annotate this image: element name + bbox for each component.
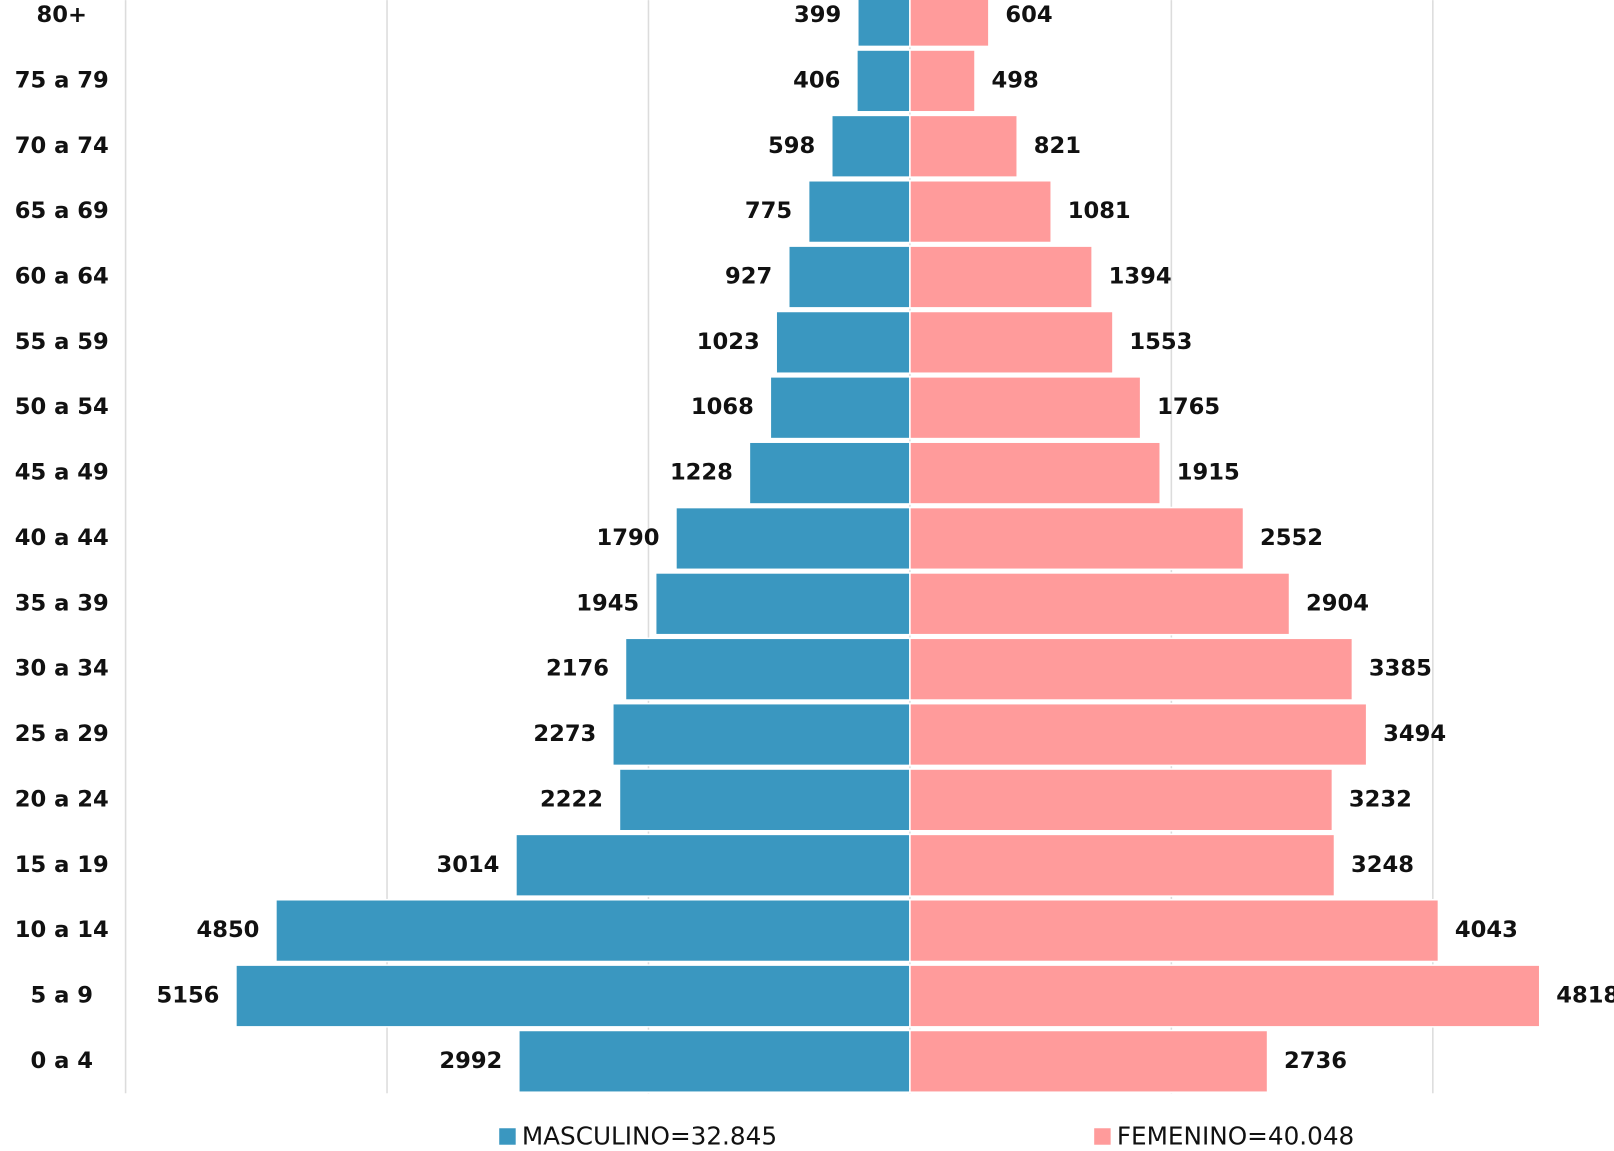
- bar: [518, 1029, 911, 1093]
- value-label: 1790: [596, 525, 659, 551]
- value-label: 399: [794, 2, 841, 28]
- bar: [748, 441, 911, 505]
- value-label: 2736: [1284, 1048, 1347, 1074]
- bar: [909, 898, 1440, 963]
- value-label: 4043: [1455, 917, 1518, 943]
- category-label: 15 a 19: [15, 852, 109, 878]
- category-label: 30 a 34: [15, 656, 109, 682]
- bar: [909, 376, 1142, 440]
- value-label: 5156: [156, 982, 219, 1008]
- legend-label: MASCULINO=32.845: [522, 1122, 777, 1151]
- bar: [787, 245, 911, 309]
- bar: [909, 179, 1053, 244]
- bar: [909, 702, 1368, 767]
- value-label: 927: [725, 263, 772, 289]
- category-label: 65 a 69: [15, 198, 109, 224]
- category-label: 80+: [37, 2, 87, 28]
- bar: [909, 833, 1336, 897]
- value-label: 1081: [1068, 198, 1131, 224]
- value-label: 2176: [546, 656, 609, 682]
- category-label: 45 a 49: [15, 460, 109, 486]
- legend-label: FEMENINO=40.048: [1117, 1122, 1354, 1151]
- value-label: 775: [745, 198, 792, 224]
- value-label: 2222: [540, 786, 603, 812]
- value-label: 2273: [533, 721, 596, 747]
- value-label: 3014: [436, 852, 499, 878]
- category-label: 25 a 29: [15, 721, 109, 747]
- bar: [624, 637, 911, 701]
- value-label: 3385: [1369, 656, 1432, 682]
- value-label: 3232: [1349, 786, 1412, 812]
- legend-swatch: [499, 1128, 516, 1145]
- value-label: 1915: [1177, 460, 1240, 486]
- value-label: 1553: [1129, 329, 1192, 355]
- bar: [909, 572, 1291, 636]
- value-label: 821: [1034, 133, 1081, 159]
- bar: [909, 49, 976, 113]
- bar: [675, 506, 911, 571]
- value-label: 1765: [1157, 394, 1220, 420]
- value-label: 604: [1005, 2, 1052, 28]
- bar: [909, 310, 1114, 375]
- value-label: 1023: [697, 329, 760, 355]
- bar: [909, 245, 1093, 309]
- value-label: 1945: [576, 590, 639, 616]
- value-label: 1068: [691, 394, 754, 420]
- bar: [515, 833, 911, 897]
- category-label: 60 a 64: [15, 263, 109, 289]
- bar: [909, 114, 1019, 178]
- value-label: 2992: [439, 1048, 502, 1074]
- category-label: 5 a 9: [31, 982, 94, 1008]
- value-label: 1394: [1109, 263, 1172, 289]
- category-label: 20 a 24: [15, 786, 109, 812]
- bar: [830, 114, 911, 178]
- value-label: 3494: [1383, 721, 1446, 747]
- bar: [856, 0, 911, 48]
- value-label: 1228: [670, 460, 733, 486]
- bar: [856, 49, 911, 113]
- bar: [275, 898, 911, 963]
- bar: [807, 179, 911, 244]
- value-label: 498: [991, 67, 1038, 93]
- value-label: 406: [793, 67, 840, 93]
- bar: [909, 964, 1541, 1028]
- value-label: 598: [768, 133, 815, 159]
- bar: [909, 1029, 1269, 1093]
- value-label: 3248: [1351, 852, 1414, 878]
- bar: [618, 768, 911, 832]
- value-label: 4818: [1556, 982, 1614, 1008]
- bar: [909, 768, 1334, 832]
- category-label: 50 a 54: [15, 394, 109, 420]
- legend-swatch: [1094, 1128, 1111, 1145]
- bar: [909, 637, 1354, 701]
- bar: [769, 376, 911, 440]
- category-label: 10 a 14: [15, 917, 109, 943]
- category-label: 70 a 74: [15, 133, 109, 159]
- bar: [775, 310, 911, 375]
- bar: [654, 572, 911, 636]
- value-label: 2904: [1306, 590, 1369, 616]
- value-label: 2552: [1260, 525, 1323, 551]
- bar: [909, 506, 1245, 571]
- bar: [909, 0, 990, 48]
- bar: [612, 702, 911, 767]
- bar: [909, 441, 1162, 505]
- category-label: 75 a 79: [15, 67, 109, 93]
- category-label: 55 a 59: [15, 329, 109, 355]
- value-label: 4850: [196, 917, 259, 943]
- bar: [235, 964, 911, 1028]
- category-label: 0 a 4: [31, 1048, 94, 1074]
- category-label: 35 a 39: [15, 590, 109, 616]
- category-label: 40 a 44: [15, 525, 109, 551]
